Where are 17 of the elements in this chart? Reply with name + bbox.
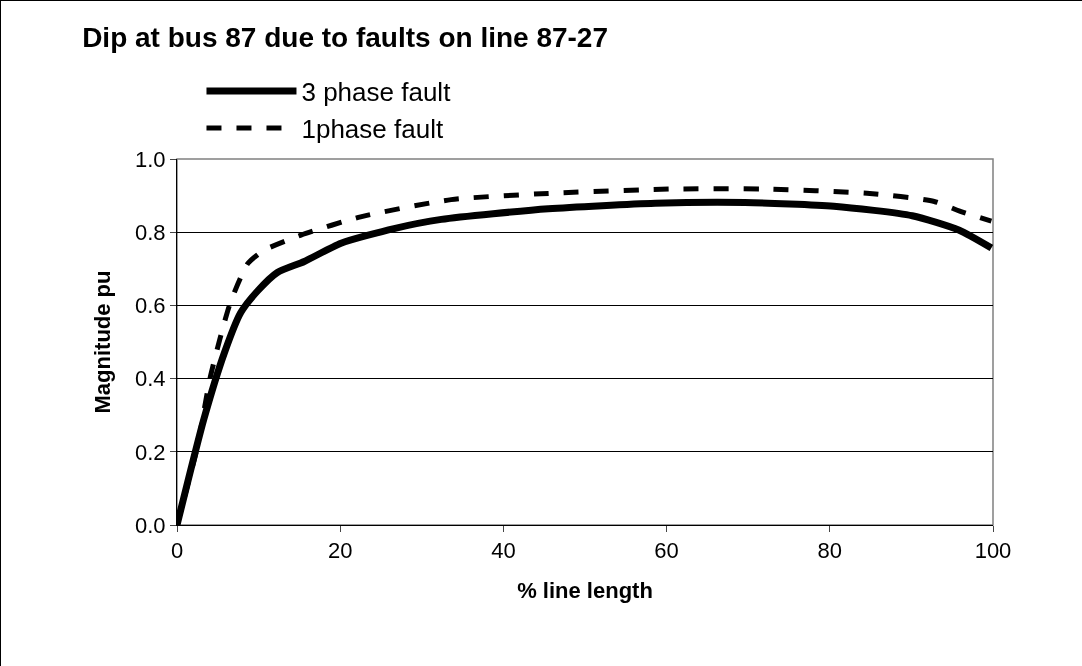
legend-label: 1phase fault [301,114,444,145]
y-tick-label: 0.2 [135,439,166,465]
y-tick-label: 0.6 [135,293,166,319]
y-tick-label: 1.0 [135,146,166,172]
chart-title: Dip at bus 87 due to faults on line 87-27 [82,22,609,54]
y-tick-label: 0.8 [135,219,166,245]
y-tick-label: 0.4 [135,366,166,392]
x-tick-label: 0 [170,538,184,564]
legend-label: 3 phase fault [301,77,452,108]
x-tick-label: 20 [327,538,353,564]
x-tick-label: 40 [491,538,516,564]
x-tick-label: 80 [817,538,843,564]
y-tick-label: 0.0 [135,512,166,538]
x-tick-label: 60 [654,538,679,564]
x-axis-title: % line length [517,578,653,604]
y-axis-title: Magnitude pu [89,270,115,414]
x-tick-label: 100 [974,538,1012,564]
